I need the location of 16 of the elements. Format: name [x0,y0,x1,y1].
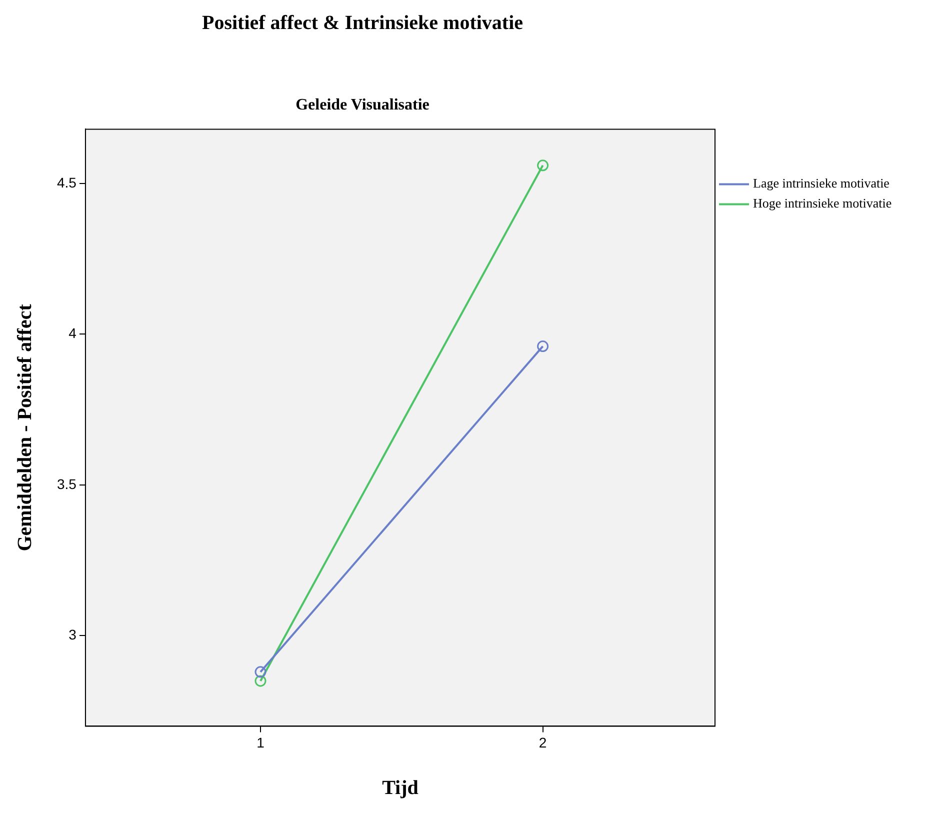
y-tick-label: 3.5 [56,476,77,492]
point [254,666,266,678]
chart-title: Positief affect & Intrinsieke motivatie [202,12,524,34]
x-tick-label: 1 [256,734,265,750]
y-tick-label: 3 [68,626,77,643]
y-tick-label: 4 [68,325,77,342]
x-axis-title: Tijd [382,777,418,800]
legend-label: Hoge intrinsieke motivatie [753,196,892,211]
point [537,160,549,172]
legend-label: Lage intrinsieke motivatie [753,176,890,191]
chart-subtitle: Geleide Visualisatie [296,96,430,114]
y-axis-title: Gemiddelden - Positief affect [14,304,36,552]
y-tick-label: 4.5 [56,174,77,190]
x-tick-label: 2 [538,734,547,750]
point [254,675,266,687]
point [537,340,549,352]
